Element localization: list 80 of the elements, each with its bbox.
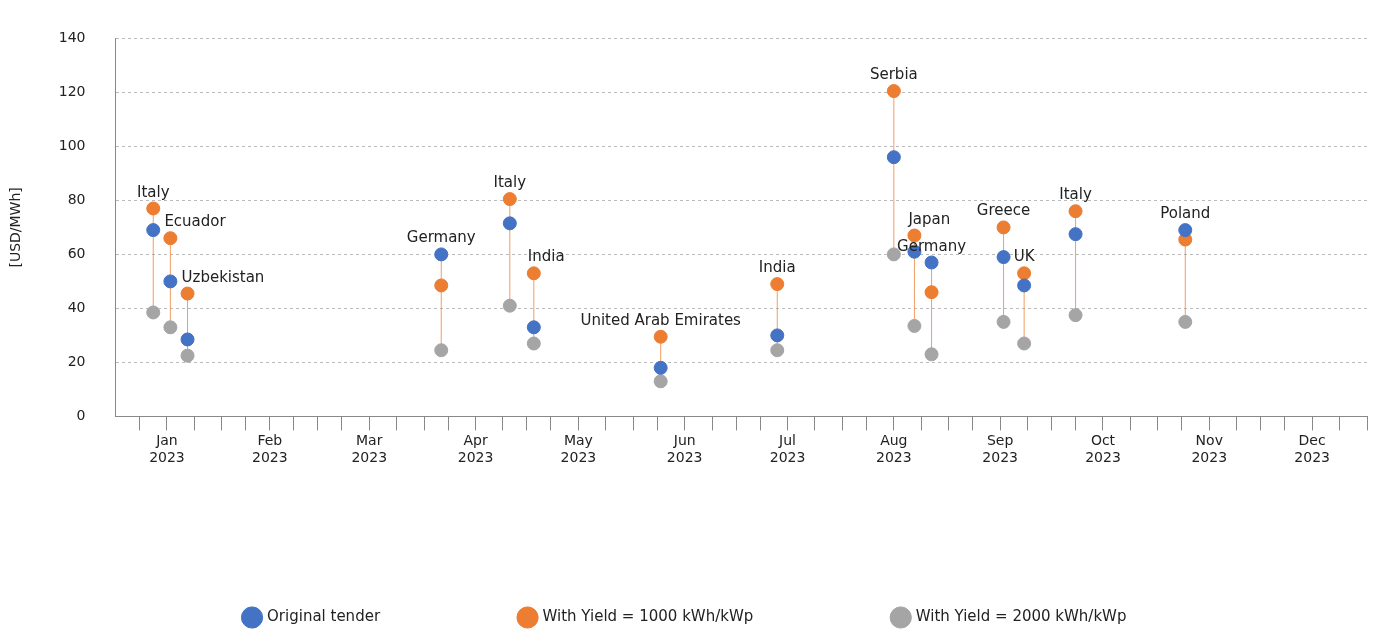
x-tick-label: Apr 2023 [457,432,494,466]
point [526,266,541,281]
x-tick-label: Sep 2023 [982,432,1018,466]
annotation: Italy [136,182,170,201]
y-tick-label: 20 [67,353,86,370]
point [924,347,939,362]
legend-label: With Yield = 1000 kWh/kWp [542,607,754,626]
point [996,314,1011,329]
point [653,374,668,389]
point [1068,204,1083,219]
annotation: Uzbekistan [181,267,265,286]
point [434,247,449,262]
legend-label: Original tender [267,607,381,626]
x-tick-label: Jul 2023 [769,432,806,466]
point [1178,314,1193,329]
x-tick-label: Feb 2023 [251,432,288,466]
point [996,250,1011,265]
point [1068,227,1083,242]
point [1068,308,1083,323]
point [770,343,785,358]
point [502,192,517,207]
point [180,332,195,347]
y-tick-label: 80 [67,191,86,208]
point [526,336,541,351]
point [526,320,541,335]
x-tick-label: Oct 2023 [1085,432,1121,466]
annotation: Ecuador [164,212,227,231]
point [434,343,449,358]
x-tick-label: Nov 2023 [1191,432,1228,466]
point [886,84,901,99]
y-tick-label: 100 [58,137,86,154]
point [924,255,939,270]
point [653,329,668,344]
point [502,216,517,231]
point [770,328,785,343]
y-tick-label: 0 [76,407,86,424]
point [1017,266,1032,281]
point [180,286,195,301]
point [146,223,161,238]
annotation: Japan [907,209,951,228]
x-tick-label: May 2023 [560,432,597,466]
y-tick-label: 120 [58,83,86,100]
x-tick-label: Mar 2023 [351,432,388,466]
x-tick-label: Dec 2023 [1294,432,1330,466]
y-axis-title: [USD/MWh] [7,187,24,268]
annotation: Germany [897,236,967,255]
point [907,318,922,333]
x-tick-label: Jun 2023 [666,432,703,466]
annotation: UK [1013,247,1036,266]
annotation: Serbia [869,65,918,84]
point [1017,278,1032,293]
legend-label: With Yield = 2000 kWh/kWp [915,607,1127,626]
point [502,298,517,313]
annotation: Italy [493,173,527,192]
point [996,220,1011,235]
point [163,274,178,289]
point [653,360,668,375]
point [886,150,901,165]
point [1017,336,1032,351]
point [770,277,785,292]
y-tick-label: 140 [58,29,86,46]
annotation: Germany [406,228,476,247]
annotation: United Arab Emirates [580,310,742,329]
y-tick-label: 40 [67,299,86,316]
x-tick-label: Aug 2023 [876,432,912,466]
point [146,201,161,216]
annotation: India [527,247,565,266]
point [146,305,161,320]
y-tick-label: 60 [67,245,86,262]
point [163,231,178,246]
point [924,285,939,300]
annotation: India [758,258,796,277]
annotation: Greece [976,201,1031,220]
point [180,348,195,363]
annotation: Italy [1059,185,1092,204]
point [434,278,449,293]
annotation: Poland [1160,204,1211,223]
x-tick-label: Jan 2023 [149,432,185,466]
point [1178,223,1193,238]
point [163,320,178,335]
